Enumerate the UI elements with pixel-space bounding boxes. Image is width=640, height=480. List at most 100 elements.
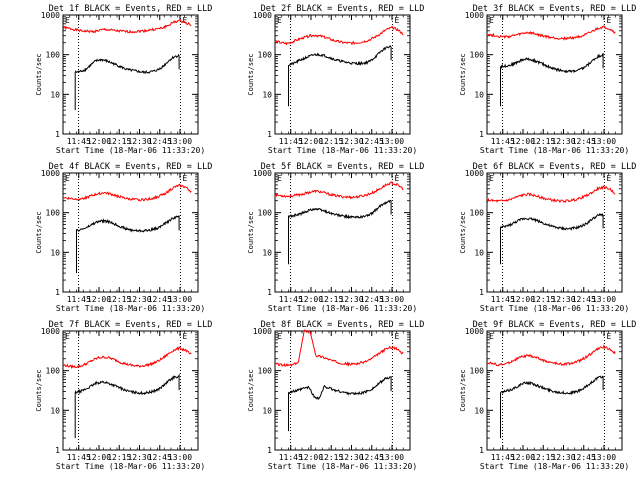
x-tick-label: 12:30 — [551, 137, 575, 146]
y-tick-label: 10 — [262, 406, 272, 415]
x-tick-label: 13:00 — [168, 453, 192, 462]
x-tick-label: 13:00 — [592, 137, 616, 146]
series-black-events — [500, 375, 604, 439]
x-axis-label: Start Time (18-Mar-06 11:33:20) — [56, 462, 205, 471]
y-tick-label: 10 — [262, 248, 272, 257]
x-tick-label: 13:00 — [380, 453, 404, 462]
x-tick-label: 12:45 — [148, 453, 172, 462]
y-tick-label: 1 — [479, 130, 484, 139]
flag-label: E — [277, 174, 282, 183]
panel-title: Det 9f BLACK = Events, RED = LLD — [473, 320, 637, 330]
x-tick-label: 12:45 — [572, 295, 596, 304]
y-axis-label: Counts/sec — [35, 53, 43, 95]
x-tick-label: 12:30 — [551, 295, 575, 304]
x-tick-label: 12:45 — [572, 453, 596, 462]
x-tick-label: 12:00 — [299, 295, 323, 304]
detector-panel: Det 8f BLACK = Events, RED = LLD 1 10 100 10… — [247, 320, 424, 471]
series-black-events — [288, 45, 392, 107]
x-tick-label: 12:15 — [531, 453, 555, 462]
x-tick-label: 11:45 — [279, 295, 303, 304]
flag-label: E — [606, 332, 611, 341]
y-tick-label: 1 — [55, 130, 60, 139]
y-tick-label: 10 — [474, 406, 484, 415]
x-tick-label: 12:15 — [531, 295, 555, 304]
series-black-events — [288, 199, 392, 265]
x-tick-label: 12:45 — [360, 295, 384, 304]
flag-label: E — [65, 174, 70, 183]
panel-title: Det 3f BLACK = Events, RED = LLD — [473, 4, 637, 14]
y-tick-label: 10 — [474, 248, 484, 257]
detector-panel: Det 9f BLACK = Events, RED = LLD 1 10 100 10… — [459, 320, 636, 471]
series-black-events — [288, 375, 392, 432]
flag-label: E — [489, 174, 494, 183]
x-axis-label: Start Time (18-Mar-06 11:33:20) — [480, 462, 629, 471]
y-tick-label: 1 — [267, 446, 272, 455]
x-tick-label: 12:45 — [572, 137, 596, 146]
detector-panel: Det 7f BLACK = Events, RED = LLD 1 10 100 10… — [35, 320, 212, 471]
y-tick-label: 1000 — [465, 11, 484, 20]
series-red-lld — [62, 346, 192, 370]
panel-title: Det 8f BLACK = Events, RED = LLD — [261, 320, 425, 330]
y-tick-label: 1000 — [253, 169, 272, 178]
x-tick-label: 12:00 — [299, 137, 323, 146]
x-tick-label: 12:15 — [319, 295, 343, 304]
series-red-lld — [486, 25, 616, 41]
y-tick-label: 100 — [258, 367, 273, 376]
y-axis-label: Counts/sec — [247, 369, 255, 411]
panel-title: Det 1f BLACK = Events, RED = LLD — [49, 4, 213, 14]
y-tick-label: 1 — [479, 446, 484, 455]
plot-frame — [274, 172, 411, 293]
x-tick-label: 12:30 — [339, 453, 363, 462]
series-red-lld — [274, 26, 404, 46]
x-tick-label: 12:15 — [107, 137, 131, 146]
y-tick-label: 100 — [470, 51, 485, 60]
x-tick-label: 12:00 — [511, 137, 535, 146]
series-black-events — [500, 212, 604, 265]
x-tick-label: 12:30 — [339, 137, 363, 146]
flag-label: E — [182, 16, 187, 25]
x-tick-label: 12:00 — [87, 295, 111, 304]
series-red-lld — [274, 329, 404, 367]
x-tick-label: 11:45 — [491, 295, 515, 304]
flag-label: E — [182, 332, 187, 341]
y-tick-label: 1000 — [253, 11, 272, 20]
x-tick-label: 12:00 — [87, 137, 111, 146]
x-tick-label: 11:45 — [491, 453, 515, 462]
flag-label: E — [394, 174, 399, 183]
x-axis-label: Start Time (18-Mar-06 11:33:20) — [56, 146, 205, 155]
plot-frame — [62, 172, 199, 293]
y-tick-label: 1 — [55, 446, 60, 455]
x-axis-label: Start Time (18-Mar-06 11:33:20) — [268, 462, 417, 471]
x-tick-label: 12:30 — [127, 295, 151, 304]
flag-label: E — [65, 332, 70, 341]
x-tick-label: 13:00 — [592, 453, 616, 462]
x-tick-label: 11:45 — [67, 453, 91, 462]
x-tick-label: 12:45 — [360, 137, 384, 146]
y-tick-label: 1000 — [41, 327, 60, 336]
x-axis-label: Start Time (18-Mar-06 11:33:20) — [268, 304, 417, 313]
y-tick-label: 1000 — [41, 169, 60, 178]
detector-panel: Det 4f BLACK = Events, RED = LLD 1 10 100 10… — [35, 162, 212, 313]
x-axis-label: Start Time (18-Mar-06 11:33:20) — [480, 146, 629, 155]
y-tick-label: 1 — [267, 130, 272, 139]
y-tick-label: 100 — [470, 209, 485, 218]
x-tick-label: 13:00 — [380, 137, 404, 146]
x-tick-label: 12:30 — [127, 137, 151, 146]
x-tick-label: 11:45 — [279, 137, 303, 146]
flag-label: E — [489, 16, 494, 25]
y-axis-label: Counts/sec — [247, 53, 255, 95]
flag-label: E — [394, 332, 399, 341]
x-tick-label: 12:15 — [107, 295, 131, 304]
series-black-events — [74, 53, 180, 111]
flag-label: E — [606, 16, 611, 25]
panel-title: Det 2f BLACK = Events, RED = LLD — [261, 4, 425, 14]
x-tick-label: 12:00 — [511, 453, 535, 462]
x-tick-label: 12:45 — [360, 453, 384, 462]
y-tick-label: 10 — [50, 90, 60, 99]
y-tick-label: 100 — [46, 51, 61, 60]
x-tick-label: 11:45 — [67, 137, 91, 146]
y-axis-label: Counts/sec — [459, 53, 467, 95]
y-tick-label: 10 — [50, 406, 60, 415]
